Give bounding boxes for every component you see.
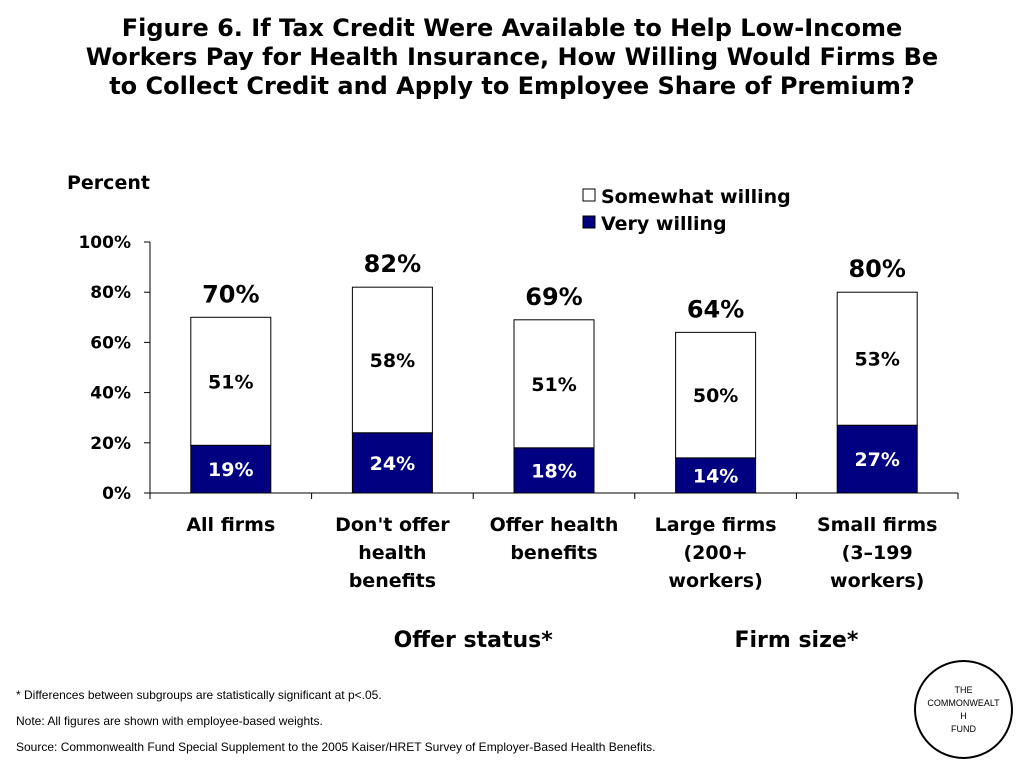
legend-label-very-willing: Very willing [601, 213, 727, 235]
category-label: workers) [830, 570, 924, 592]
y-tick-label: 40% [90, 384, 131, 404]
y-axis-label: Percent [67, 172, 150, 194]
bar-segment-somewhat-willing [351, 286, 433, 434]
bar-segment-very-willing [513, 447, 595, 494]
data-label-very-willing: 27% [854, 449, 899, 471]
category-label: (200+ [683, 542, 747, 564]
legend-swatch-very-willing [582, 215, 596, 229]
legend-label-somewhat-willing: Somewhat willing [601, 186, 791, 208]
y-tick-label: 60% [90, 333, 131, 353]
data-label-total: 64% [687, 295, 744, 323]
data-label-somewhat-willing: 58% [370, 350, 415, 372]
y-tick-label: 20% [90, 434, 131, 454]
category-label: Don't offer [335, 514, 450, 536]
group-label: Offer status* [394, 628, 554, 653]
bar-segment-very-willing [836, 424, 918, 494]
data-label-somewhat-willing: 51% [531, 374, 576, 396]
bar-segment-somewhat-willing [836, 291, 918, 426]
data-label-somewhat-willing: 50% [693, 385, 738, 407]
weights-note: Note: All figures are shown with employe… [16, 714, 323, 728]
category-label: Small firms [817, 514, 938, 536]
y-tick-label: 80% [90, 283, 131, 303]
category-label: Offer health [490, 514, 619, 536]
logo-line: H [960, 710, 967, 721]
figure-title: Figure 6. If Tax Credit Were Available t… [0, 14, 1024, 101]
data-label-total: 82% [364, 250, 421, 278]
data-label-very-willing: 19% [208, 459, 253, 481]
data-label-very-willing: 18% [531, 460, 576, 482]
data-label-somewhat-willing: 53% [854, 349, 899, 371]
source-note: Source: Commonwealth Fund Special Supple… [16, 740, 656, 754]
data-label-somewhat-willing: 51% [208, 371, 253, 393]
y-tick-label: 0% [102, 484, 131, 504]
category-label: (3–199 [842, 542, 913, 564]
data-label-total: 80% [848, 255, 905, 283]
bar-segment-very-willing [351, 432, 433, 494]
title-line: to Collect Credit and Apply to Employee … [109, 72, 915, 100]
category-label: health [358, 542, 426, 564]
logo-line: FUND [951, 723, 976, 734]
title-line: Figure 6. If Tax Credit Were Available t… [121, 14, 903, 42]
category-label: All firms [186, 514, 275, 536]
y-tick-label: 100% [78, 233, 131, 253]
category-label: benefits [349, 570, 436, 592]
title-line: Workers Pay for Health Insurance, How Wi… [85, 43, 939, 71]
bar-segment-somewhat-willing [190, 316, 272, 446]
data-label-very-willing: 24% [370, 453, 415, 475]
category-label: Large firms [655, 514, 777, 536]
data-label-total: 69% [525, 283, 582, 311]
group-label: Firm size* [734, 628, 858, 653]
logo-line: THE [954, 684, 973, 695]
stacked-bar-chart: Percent 0% 20% 40% 60% 80% 100% 19% 51% 70% All fi… [67, 172, 959, 653]
data-label-total: 70% [202, 280, 259, 308]
significance-footnote: * Differences between subgroups are stat… [16, 688, 382, 702]
data-label-very-willing: 14% [693, 465, 738, 487]
bar-segment-very-willing [190, 444, 272, 494]
commonwealth-fund-logo: THE COMMONWEALT H FUND [914, 660, 1013, 759]
category-label: workers) [668, 570, 762, 592]
bar-segment-somewhat-willing [675, 331, 757, 459]
logo-line: COMMONWEALT [927, 697, 1000, 708]
category-label: benefits [510, 542, 597, 564]
bar-segment-somewhat-willing [513, 319, 595, 449]
bar-segment-very-willing [675, 457, 757, 494]
legend-swatch-somewhat-willing [582, 188, 596, 202]
